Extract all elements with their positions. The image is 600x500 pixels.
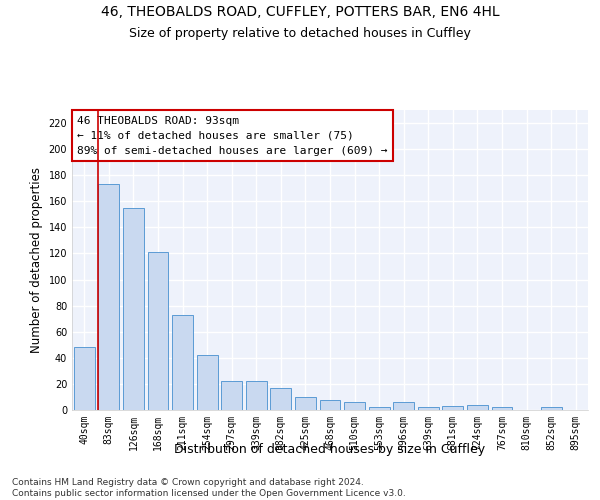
Text: Size of property relative to detached houses in Cuffley: Size of property relative to detached ho… [129, 28, 471, 40]
Bar [123, 208, 144, 410]
Bar [467, 405, 488, 410]
Bar [368, 408, 389, 410]
Bar [442, 406, 463, 410]
Bar [197, 355, 218, 410]
Bar [74, 348, 95, 410]
Bar [221, 382, 242, 410]
Bar [320, 400, 340, 410]
Text: 46 THEOBALDS ROAD: 93sqm
← 11% of detached houses are smaller (75)
89% of semi-d: 46 THEOBALDS ROAD: 93sqm ← 11% of detach… [77, 116, 388, 156]
Bar [271, 388, 292, 410]
Bar [344, 402, 365, 410]
Text: Contains HM Land Registry data © Crown copyright and database right 2024.
Contai: Contains HM Land Registry data © Crown c… [12, 478, 406, 498]
Bar [295, 397, 316, 410]
Text: 46, THEOBALDS ROAD, CUFFLEY, POTTERS BAR, EN6 4HL: 46, THEOBALDS ROAD, CUFFLEY, POTTERS BAR… [101, 5, 499, 19]
Bar [172, 315, 193, 410]
Bar [541, 408, 562, 410]
Bar [98, 184, 119, 410]
Bar [246, 382, 267, 410]
Bar [491, 408, 512, 410]
Text: Distribution of detached houses by size in Cuffley: Distribution of detached houses by size … [175, 442, 485, 456]
Y-axis label: Number of detached properties: Number of detached properties [30, 167, 43, 353]
Bar [418, 408, 439, 410]
Bar [393, 402, 414, 410]
Bar [148, 252, 169, 410]
